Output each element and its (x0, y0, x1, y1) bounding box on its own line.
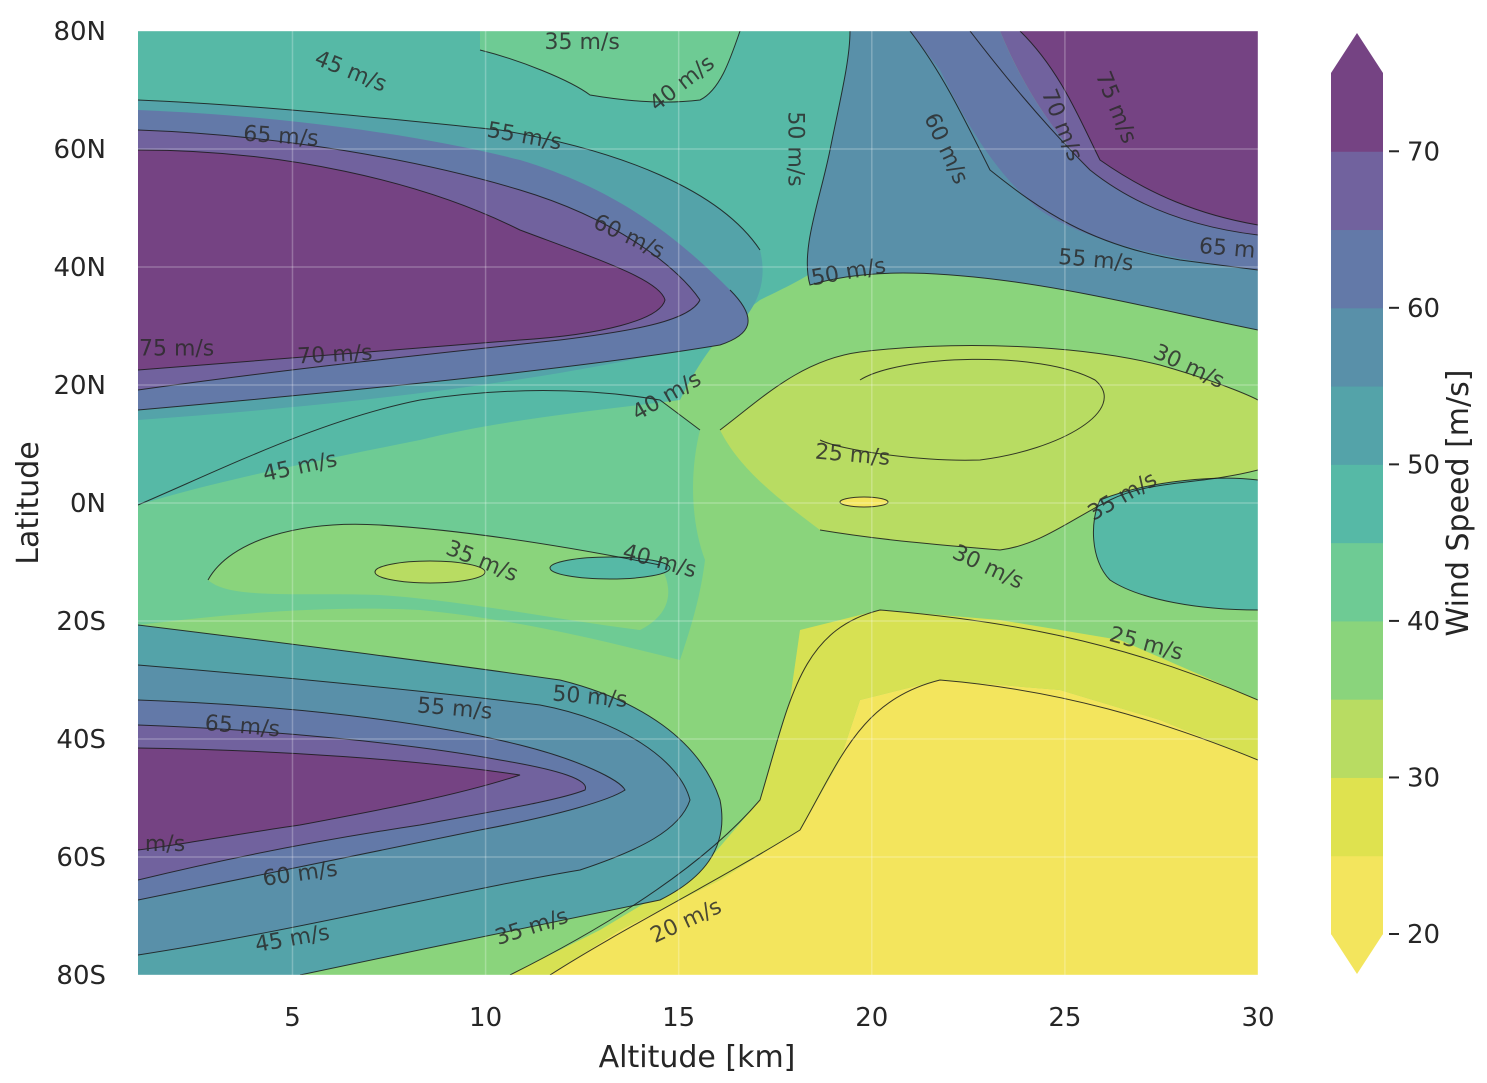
colorbar-segment (1331, 855, 1383, 935)
colorbar-tick-label: 50 (1407, 450, 1440, 480)
grid-lines (138, 31, 1258, 975)
contour-region-55-60-north (910, 31, 1258, 270)
x-axis: 5 10 15 20 25 30 (284, 1003, 1274, 1033)
colorbar-segment (1331, 73, 1383, 152)
x-tick-label: 5 (284, 1003, 301, 1033)
colorbar-tick-label: 60 (1407, 294, 1440, 324)
contour-region-70-75-jet-north (138, 150, 665, 370)
contour-label: 65 m (1198, 234, 1256, 264)
x-tick-label: 25 (1048, 1003, 1081, 1033)
x-tick-label: 10 (469, 1003, 502, 1033)
colorbar-segment (1331, 386, 1383, 465)
colorbar-extend-max (1331, 33, 1383, 73)
contour-lines (138, 31, 1258, 975)
colorbar-tick-label: 30 (1407, 763, 1440, 793)
y-tick-label: 20N (53, 371, 106, 401)
y-tick-label: 40N (53, 253, 106, 283)
contour-region-60-70-north (970, 31, 1258, 235)
colorbar-segment (1331, 229, 1383, 309)
contour-label: 70 m/s (297, 341, 374, 370)
contour-region-30-35-north (480, 31, 740, 103)
colorbar: 20 30 40 50 60 70 (1331, 33, 1440, 974)
x-tick-label: 15 (662, 1003, 695, 1033)
y-tick-label: 60N (53, 135, 106, 165)
colorbar-segment (1331, 699, 1383, 778)
x-tick-label: 30 (1241, 1003, 1274, 1033)
contour-pocket-20 (840, 497, 888, 507)
colorbar-segment (1331, 464, 1383, 544)
y-tick-label: 20S (56, 607, 106, 637)
x-axis-title: Altitude [km] (599, 1040, 796, 1075)
colorbar-segment (1331, 620, 1383, 700)
y-axis: 80N 60N 40N 20N 0N 20S 40S 60S 80S (53, 17, 106, 991)
contour-label: 75 m/s (139, 337, 214, 362)
contour-region-50-55-north (807, 31, 1258, 330)
contour-region-40-45-east (1093, 478, 1258, 610)
y-tick-label: 40S (56, 725, 106, 755)
y-axis-title: Latitude (11, 441, 46, 564)
contour-region-25-30-south (510, 610, 1258, 975)
colorbar-label: Wind Speed [m/s] (1441, 370, 1476, 637)
y-tick-label: 0N (70, 489, 106, 519)
y-tick-label: 80S (56, 961, 106, 991)
contour-pocket-30 (375, 561, 485, 583)
contour-label: 35 m/s (544, 30, 619, 55)
plot-area: 35 m/s45 m/s 40 m/s65 m/s 55 m/s 50 m/s 60 m… (138, 30, 1258, 975)
contour-region-70-75-jet-south (138, 748, 520, 850)
colorbar-tick-label: 70 (1407, 137, 1440, 167)
y-tick-label: 80N (53, 17, 106, 47)
contour-label: m/s (145, 832, 185, 857)
colorbar-segment (1331, 777, 1383, 857)
colorbar-tick-label: 20 (1407, 920, 1440, 950)
colorbar-segment (1331, 151, 1383, 231)
contour-label: 65 m/s (243, 122, 320, 152)
colorbar-tick-label: 40 (1407, 607, 1440, 637)
y-tick-label: 60S (56, 843, 106, 873)
colorbar-extend-min (1331, 934, 1383, 974)
colorbar-segment (1331, 307, 1383, 387)
contour-region-70-75-north (1020, 31, 1258, 225)
colorbar-segment (1331, 542, 1383, 622)
contour-region-20-25-south (550, 680, 1258, 975)
x-tick-label: 20 (855, 1003, 888, 1033)
contour-label: 50 m/s (783, 111, 808, 186)
contour-pocket-40 (550, 557, 670, 579)
